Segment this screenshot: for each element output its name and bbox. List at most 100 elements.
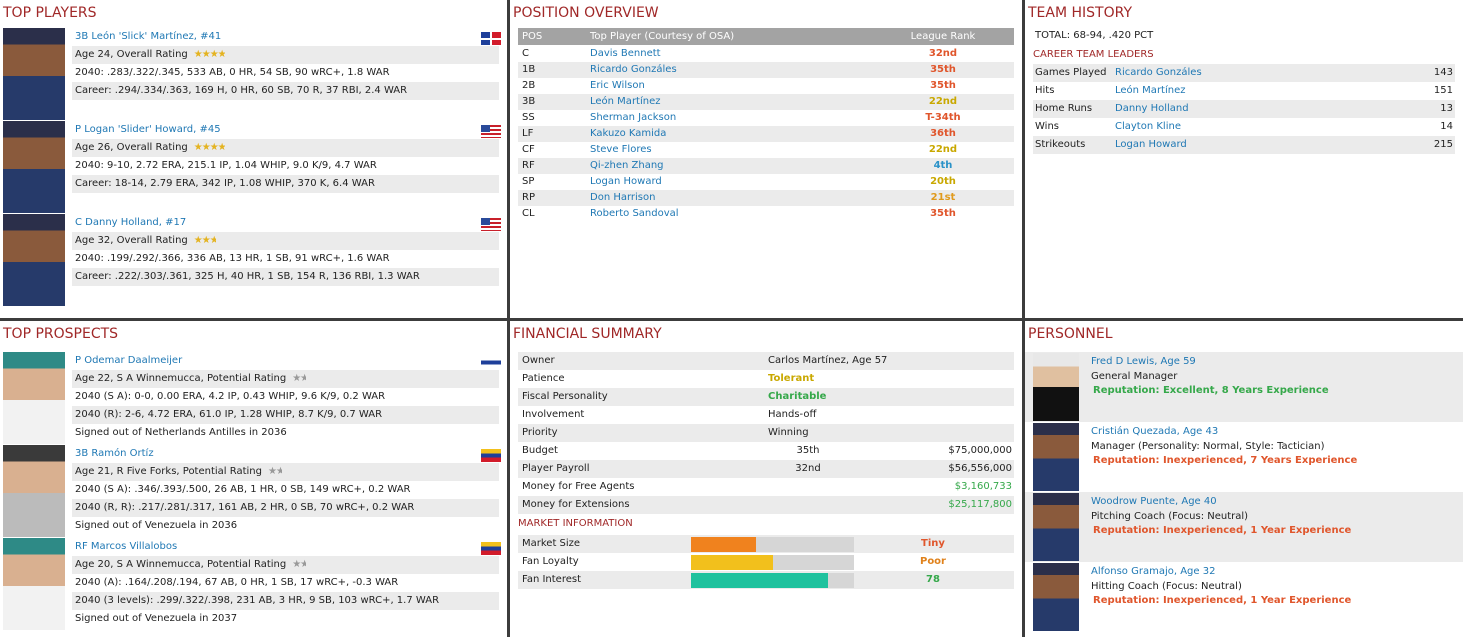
finance-label: Patience — [522, 373, 565, 384]
player-link[interactable]: Eric Wilson — [590, 80, 645, 91]
staff-block: Cristián Quezada, Age 43 Manager (Persona… — [1025, 422, 1463, 492]
panel-title: POSITION OVERVIEW — [513, 5, 659, 21]
staff-reputation: Reputation: Inexperienced, 1 Year Experi… — [1093, 595, 1352, 606]
market-row: Fan Loyalty Poor — [518, 553, 1014, 571]
pos: LF — [522, 128, 534, 139]
player-link[interactable]: León Martínez — [590, 96, 661, 107]
player-block: P Odemar Daalmeijer Age 22, S A Winnemucc… — [0, 352, 507, 444]
finance-row: Owner Carlos Martínez, Age 57 — [518, 352, 1014, 370]
player-link[interactable]: Ricardo Gonzáles — [590, 64, 677, 75]
player-link[interactable]: Davis Bennett — [590, 48, 661, 59]
finance-label: Player Payroll — [522, 463, 590, 474]
player-link[interactable]: Logan Howard — [590, 176, 662, 187]
league-rank: 35th — [930, 208, 956, 219]
position-row: SP Logan Howard 20th — [518, 174, 1014, 190]
total-record: TOTAL: 68-94, .420 PCT — [1035, 30, 1154, 41]
player-name[interactable]: P Logan 'Slider' Howard, #45 — [75, 124, 221, 135]
player-link[interactable]: Ricardo Gonzáles — [1115, 67, 1202, 78]
stat-line: 2040 (S A): .346/.393/.500, 26 AB, 1 HR,… — [75, 484, 411, 495]
player-link[interactable]: Danny Holland — [1115, 103, 1189, 114]
position-row: 1B Ricardo Gonzáles 35th — [518, 62, 1014, 78]
header-cell: POS — [522, 31, 543, 42]
market-value: Poor — [919, 556, 946, 567]
league-rank: 35th — [930, 64, 956, 75]
position-overview-panel: POSITION OVERVIEW POS Top Player (Courtesy… — [510, 0, 1022, 318]
player-name[interactable]: 3B Ramón Ortíz — [75, 448, 154, 459]
player-link[interactable]: Sherman Jackson — [590, 112, 677, 123]
stat-value: 215 — [1433, 139, 1453, 150]
financial-panel: FINANCIAL SUMMARY Owner Carlos Martínez, A… — [510, 321, 1022, 637]
league-rank: 36th — [930, 128, 956, 139]
header-cell: Top Player (Courtesy of OSA) — [590, 31, 735, 42]
position-row: C Davis Bennett 32nd — [518, 46, 1014, 62]
player-link[interactable]: Logan Howard — [1115, 139, 1187, 150]
stat-line: Career: .294/.334/.363, 169 H, 0 HR, 60 … — [72, 82, 499, 100]
finance-label: Money for Extensions — [522, 499, 630, 510]
pos: 1B — [522, 64, 536, 75]
rating-line: Age 20, S A Winnemucca, Potential Rating — [72, 556, 499, 574]
player-info: C Danny Holland, #17 Age 32, Overall Rati… — [72, 214, 499, 286]
star-rating — [268, 463, 282, 475]
rating-label: Age 20, S A Winnemucca, Potential Rating — [75, 559, 287, 570]
league-rank: 32nd — [928, 48, 958, 59]
player-block: RF Marcos Villalobos Age 20, S A Winnemuc… — [0, 538, 507, 630]
stat-value: 14 — [1440, 121, 1453, 132]
stat-line: Career: 18-14, 2.79 ERA, 342 IP, 1.08 WH… — [72, 175, 499, 193]
rating-line: Age 24, Overall Rating — [72, 46, 499, 64]
player-block: 3B León 'Slick' Martínez, #41 Age 24, Ove… — [0, 28, 507, 120]
finance-label: Budget — [522, 445, 558, 456]
leader-row: Strikeouts Logan Howard 215 — [1033, 136, 1455, 154]
money-row: Money for Free Agents $3,160,733 — [518, 478, 1014, 496]
rating-line: Age 21, R Five Forks, Potential Rating — [72, 463, 499, 481]
player-name[interactable]: C Danny Holland, #17 — [75, 217, 187, 228]
finance-amount: $3,160,733 — [954, 481, 1012, 492]
staff-name[interactable]: Alfonso Gramajo, Age 32 — [1091, 566, 1216, 577]
flag — [481, 125, 501, 138]
flag — [481, 356, 501, 369]
staff-name[interactable]: Woodrow Puente, Age 40 — [1091, 496, 1217, 507]
player-link[interactable]: León Martínez — [1115, 85, 1186, 96]
pos: SS — [522, 112, 535, 123]
flag — [481, 542, 501, 555]
pos: RF — [522, 160, 535, 171]
star-rating — [194, 232, 217, 244]
player-info: 3B León 'Slick' Martínez, #41 Age 24, Ove… — [72, 28, 499, 100]
player-link[interactable]: Steve Flores — [590, 144, 652, 155]
finance-label: Priority — [522, 427, 558, 438]
staff-role: General Manager — [1091, 371, 1178, 382]
portrait — [3, 121, 65, 213]
stat-line: 2040 (S A): 0-0, 0.00 ERA, 4.2 IP, 0.43 … — [75, 391, 386, 402]
header-cell: League Rank — [910, 31, 976, 42]
stat-name: Hits — [1035, 85, 1055, 96]
staff-role: Manager (Personality: Normal, Style: Tac… — [1091, 441, 1325, 452]
money-row: Player Payroll 32nd $56,556,000 — [518, 460, 1014, 478]
staff-name[interactable]: Fred D Lewis, Age 59 — [1091, 356, 1196, 367]
player-link[interactable]: Clayton Kline — [1115, 121, 1181, 132]
player-block: P Logan 'Slider' Howard, #45 Age 26, Over… — [0, 121, 507, 213]
rating-line: Age 32, Overall Rating — [72, 232, 499, 250]
stat-name: Games Played — [1035, 67, 1107, 78]
staff-block: Woodrow Puente, Age 40 Pitching Coach (Fo… — [1025, 492, 1463, 562]
player-link[interactable]: Roberto Sandoval — [590, 208, 679, 219]
stat-value: 13 — [1440, 103, 1453, 114]
player-name[interactable]: 3B León 'Slick' Martínez, #41 — [75, 31, 222, 42]
market-label: Fan Loyalty — [522, 556, 579, 567]
staff-name[interactable]: Cristián Quezada, Age 43 — [1091, 426, 1219, 437]
pos: CF — [522, 144, 535, 155]
player-link[interactable]: Don Harrison — [590, 192, 656, 203]
player-name[interactable]: RF Marcos Villalobos — [75, 541, 178, 552]
star-rating — [292, 556, 306, 568]
rating-label: Age 26, Overall Rating — [75, 142, 188, 153]
leader-row: Wins Clayton Kline 14 — [1033, 118, 1455, 136]
player-name[interactable]: P Odemar Daalmeijer — [75, 355, 183, 366]
finance-row: Patience Tolerant — [518, 370, 1014, 388]
portrait — [1033, 353, 1079, 421]
pos: C — [522, 48, 529, 59]
player-link[interactable]: Kakuzo Kamida — [590, 128, 667, 139]
finance-row: Fiscal Personality Charitable — [518, 388, 1014, 406]
market-bar-track — [691, 537, 854, 552]
panel-title: FINANCIAL SUMMARY — [513, 326, 662, 342]
stat-line: Career: .222/.303/.361, 325 H, 40 HR, 1 … — [72, 268, 499, 286]
player-link[interactable]: Qi-zhen Zhang — [590, 160, 664, 171]
section-subtitle: CAREER TEAM LEADERS — [1033, 49, 1154, 60]
